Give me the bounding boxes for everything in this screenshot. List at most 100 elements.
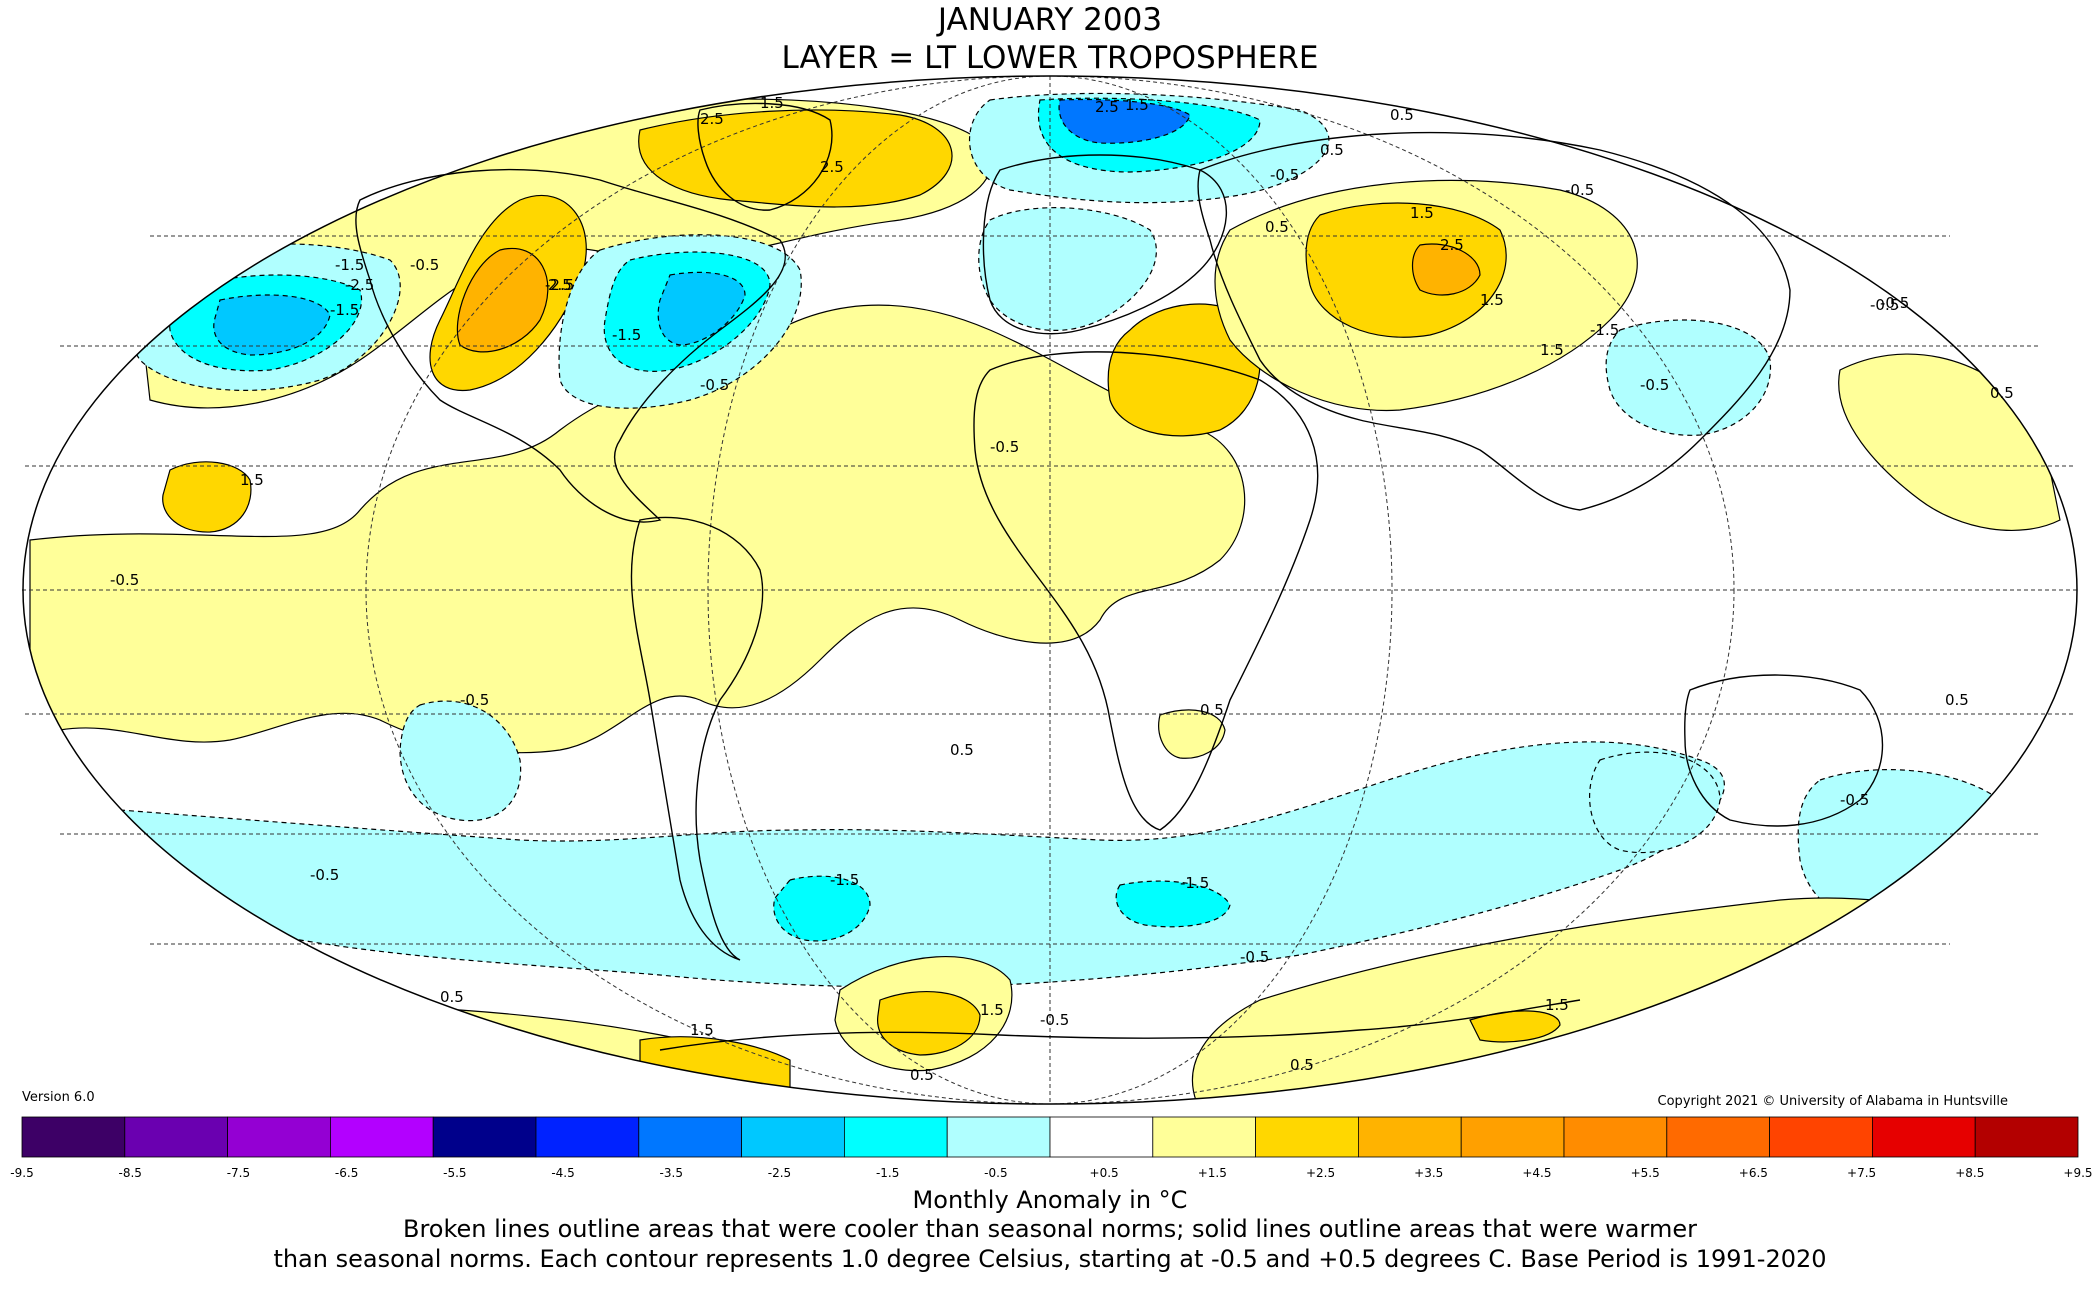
contour-label: 1.5 [240,471,264,489]
contour-label: 1.5 [1480,291,1504,309]
contour-label: 1.5 [690,1021,714,1039]
colorbar-segment [535,1116,640,1158]
colorbar-tick-label: -4.5 [551,1166,575,1180]
colorbar-tick-label: -8.5 [118,1166,142,1180]
contour-label: 0.5 [1200,701,1224,719]
colorbar-segment [1769,1116,1873,1158]
colorbar-tick-label: +1.5 [1197,1166,1227,1180]
contour-label: 0.5 [1320,141,1344,159]
contour-label: -0.5 [410,256,439,274]
colorbar-segment [946,1116,1051,1158]
colorbar-segment [1152,1116,1257,1158]
contour-label: 0.5 [1390,106,1414,124]
contour-label: -0.5 [1880,294,1909,312]
colorbar-segment [638,1116,742,1158]
contour-label: -0.5 [1565,181,1594,199]
australia-cold [1589,751,1721,854]
colorbar-tick-label: +8.5 [1955,1166,1985,1180]
hawaii-warm [162,461,252,533]
explanation-line-2: than seasonal norms. Each contour repres… [273,1245,1827,1273]
contour-label: -0.5 [1270,166,1299,184]
contour-label: -1.5 [335,256,364,274]
contour-label: 2.5 [820,158,844,176]
colorbar-segment [432,1116,537,1158]
colorbar-segment [1460,1116,1565,1158]
colorbar-segment [1666,1116,1771,1158]
copyright-label: Copyright 2021 © University of Alabama i… [1657,1094,2008,1109]
asia-warm-core [1411,243,1481,296]
nw-america-warm-core [456,247,549,353]
contour-labels: 1.52.52.5-1.5-1.5-2.5-0.5-2.52.5-1.5-0.5… [110,94,2014,1084]
colorbar-segment [844,1116,948,1158]
asia-warm [1305,202,1507,338]
greenland-outline [697,102,833,211]
south-pacific-cold [399,700,522,822]
east-us-cold-center [657,271,746,346]
colorbar-tick-label: +5.5 [1630,1166,1660,1180]
contour-label: -2.5 [545,276,574,294]
explanation-line-1: Broken lines outline areas that were coo… [403,1215,1697,1243]
contour-label: -0.5 [1040,1011,1069,1029]
colorbar-tick-label: -3.5 [659,1166,683,1180]
contour-label: 0.5 [1945,691,1969,709]
colorbar-tick-label: +0.5 [1089,1166,1119,1180]
map-subtitle: LAYER = LT LOWER TROPOSPHERE [781,40,1319,76]
colorbar-tick-label: -7.5 [226,1166,251,1180]
contour-label: -0.5 [1640,376,1669,394]
contour-label: -0.5 [1240,948,1269,966]
contour-label: 2.5 [548,276,572,294]
southern-ocean-cold-core-1 [773,875,871,942]
colorbar-tick-label: -5.5 [443,1166,467,1180]
north-america-outline [355,168,786,523]
colorbar-axis-label: Monthly Anomaly in °C [912,1186,1188,1214]
colorbar-segment [1563,1116,1668,1158]
contour-label: 1.5 [1125,96,1149,114]
contour-label: 1.5 [1540,341,1564,359]
contour-label: -0.5 [1870,296,1899,314]
antarctic-warm-center-core [877,990,981,1056]
contour-label: 2.5 [700,110,724,128]
colorbar-segment [1049,1116,1154,1158]
colorbar-tick-label: +4.5 [1522,1166,1552,1180]
contour-label: -2.5 [345,276,374,294]
contour-label: 1.5 [980,1001,1004,1019]
contour-label: 0.5 [1290,1056,1314,1074]
contour-label: 0.5 [1265,218,1289,236]
colorbar-tick-label: -1.5 [875,1166,900,1180]
colorbar-tick-label: -0.5 [984,1166,1008,1180]
colorbar-tick-label: +9.5 [2063,1166,2093,1180]
south-america-outline [630,516,764,961]
antarctica-outline [659,999,1581,1051]
colorbar-segment [1358,1116,1462,1158]
contour-label: -0.5 [310,866,339,884]
globe-outline [22,75,2078,1105]
contour-label: 1.5 [1545,996,1569,1014]
colorbar-tick-label: +2.5 [1305,1166,1336,1180]
southern-ocean-cold-core-2 [1115,880,1231,928]
contour-label: -1.5 [612,326,641,344]
colorbar-segment [1974,1116,2079,1158]
map-title: JANUARY 2003 [937,2,1163,38]
contour-label: -1.5 [830,871,859,889]
colorbar-segment [1872,1116,1976,1158]
colorbar-tick-label: +6.5 [1738,1166,1768,1180]
africa-warm-small [1158,709,1226,759]
colorbar-segment [124,1116,229,1158]
contour-label: -0.5 [1840,791,1869,809]
contour-label: -0.5 [990,438,1019,456]
contour-label: -0.5 [460,691,489,709]
contour-label: 1.5 [760,94,784,112]
meridian-line [707,75,1393,1105]
anomaly-map: 1.52.52.5-1.5-1.5-2.5-0.5-2.52.5-1.5-0.5… [22,75,2078,1105]
version-label: Version 6.0 [22,1090,95,1105]
contour-label: 2.5 [1440,236,1464,254]
europe-outline [982,154,1227,335]
contour-label: -1.5 [1180,874,1209,892]
europe-cold [978,207,1157,331]
colorbar-segment [329,1116,434,1158]
colorbar-segment [1255,1116,1359,1158]
alaska-cold-center [213,294,331,356]
australia-outline [1684,674,1884,827]
contour-label: 1.5 [1410,204,1434,222]
contour-label: 0.5 [1990,384,2014,402]
